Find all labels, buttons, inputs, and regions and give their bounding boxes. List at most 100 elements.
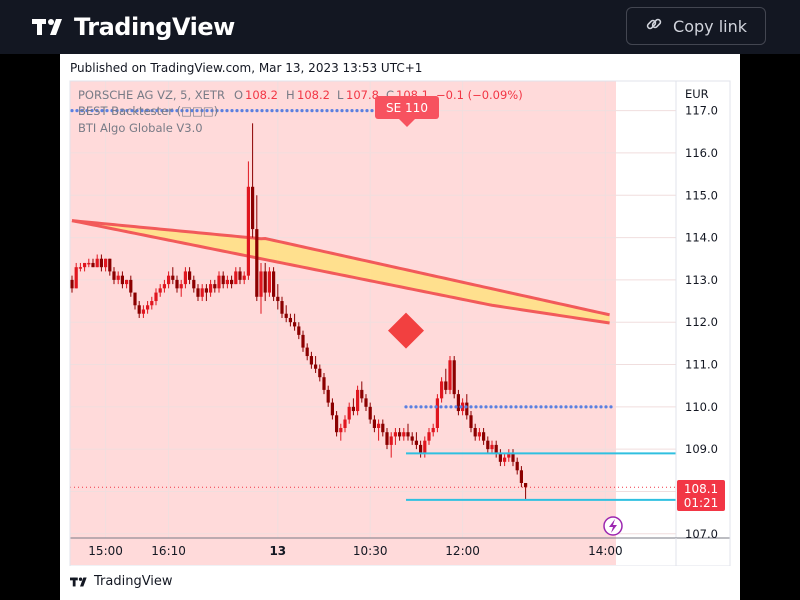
target-dot — [429, 405, 433, 409]
candle — [125, 279, 129, 289]
stop-dot — [95, 109, 99, 113]
candle — [490, 440, 494, 454]
lightning-icon[interactable] — [603, 516, 623, 536]
svg-text:−0.1 (−0.09%): −0.1 (−0.09%) — [436, 88, 523, 102]
stop-dot — [225, 109, 229, 113]
candle — [183, 267, 187, 289]
stop-dot — [125, 109, 129, 113]
y-tick-label: 109.0 — [685, 442, 718, 456]
ribbon-upper-line — [71, 219, 610, 317]
svg-text:C: C — [386, 88, 394, 102]
target-dot — [579, 405, 583, 409]
target-dot — [444, 405, 448, 409]
stop-dot — [255, 109, 259, 113]
candle — [293, 313, 297, 331]
candle — [402, 427, 406, 441]
candle — [335, 411, 339, 437]
ribbon-lower-line — [71, 219, 610, 325]
price-chart[interactable]: 117.0 116.0 115.0 114.0 113.0 112.0 111.0 110.0… — [60, 54, 740, 566]
candle — [234, 267, 238, 285]
target-dot — [459, 405, 463, 409]
legend-ohlc: O 108.2 H 108.2 L 107.8 C 108.1 −0.1 (−0… — [234, 88, 523, 102]
link-icon — [645, 15, 663, 37]
candle — [494, 440, 498, 458]
tradingview-logo[interactable]: TradingView — [32, 12, 235, 42]
candle — [393, 427, 397, 445]
candle — [179, 279, 183, 297]
candle — [385, 427, 389, 450]
target-dot — [559, 405, 563, 409]
candle — [108, 258, 112, 276]
target-dot — [489, 405, 493, 409]
target-dot — [454, 405, 458, 409]
x-tick-label: 14:00 — [588, 544, 623, 558]
candle — [469, 411, 473, 433]
candle — [221, 271, 225, 289]
candle — [498, 449, 502, 467]
y-tick-label: 107.0 — [685, 527, 718, 541]
target-dot — [544, 405, 548, 409]
overlays — [70, 109, 676, 501]
candle — [217, 271, 221, 293]
target-dot — [434, 405, 438, 409]
candle — [83, 262, 87, 272]
currency-label: EUR — [685, 87, 709, 101]
target-dot — [589, 405, 593, 409]
stop-dot — [365, 109, 369, 113]
candle — [473, 423, 477, 441]
legend-indicator-1[interactable]: BEST Backtester (□□□) — [78, 104, 218, 118]
stop-dot — [355, 109, 359, 113]
legend-symbol: PORSCHE AG VZ, 5, XETR — [78, 88, 225, 102]
target-dot — [469, 405, 473, 409]
stop-dot — [260, 109, 264, 113]
y-tick-label: 114.0 — [685, 231, 718, 245]
target-dot — [539, 405, 543, 409]
copy-link-button[interactable]: Copy link — [626, 7, 766, 45]
candle — [389, 432, 393, 458]
svg-text:SE 110: SE 110 — [386, 101, 428, 115]
candle — [255, 195, 259, 302]
stop-dot — [210, 109, 214, 113]
stop-dot — [165, 109, 169, 113]
candle — [360, 381, 364, 403]
footer-brand[interactable]: TradingView — [70, 574, 173, 589]
time-axis[interactable]: 15:00 16:10 13 10:30 12:00 14:00 — [88, 544, 622, 558]
candle — [284, 305, 288, 323]
candle — [456, 389, 460, 416]
candle — [515, 457, 519, 475]
x-tick-label: 10:30 — [353, 544, 388, 558]
candle — [137, 301, 141, 318]
svg-text:H: H — [286, 88, 295, 102]
candle — [414, 432, 418, 450]
stop-dot — [115, 109, 119, 113]
target-dot — [404, 405, 408, 409]
candle — [70, 275, 74, 293]
y-tick-label: 110.0 — [685, 400, 718, 414]
stop-dot — [315, 109, 319, 113]
svg-text:108.2: 108.2 — [245, 88, 278, 102]
candle — [461, 398, 465, 416]
stop-dot — [235, 109, 239, 113]
candle — [225, 275, 229, 289]
tradingview-logo-icon — [70, 577, 87, 586]
target-dot — [464, 405, 468, 409]
stop-dot — [185, 109, 189, 113]
legend-indicator-2[interactable]: BTI Algo Globale V3.0 — [78, 121, 203, 135]
svg-text:L: L — [337, 88, 344, 102]
stop-dot — [250, 109, 254, 113]
x-tick-label: 12:00 — [445, 544, 480, 558]
candle — [267, 267, 271, 297]
target-dot — [609, 405, 613, 409]
target-dot — [424, 405, 428, 409]
target-dot — [574, 405, 578, 409]
target-dot — [534, 405, 538, 409]
candle — [280, 296, 284, 318]
target-dot — [474, 405, 478, 409]
stop-dot — [215, 109, 219, 113]
target-dot — [519, 405, 523, 409]
candle — [326, 385, 330, 407]
candle — [448, 356, 452, 395]
stop-dot — [75, 109, 79, 113]
candle — [192, 275, 196, 293]
candle — [162, 279, 166, 293]
